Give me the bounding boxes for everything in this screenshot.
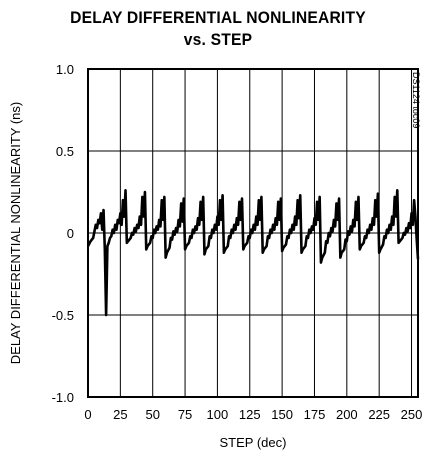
x-tick-label: 100 — [207, 407, 229, 422]
chart-title-line2: vs. STEP — [183, 30, 253, 49]
x-tick-label: 175 — [304, 407, 326, 422]
x-axis-label: STEP (dec) — [220, 435, 287, 450]
y-axis-label: DELAY DIFFERENTIAL NONLINEARITY (ns) — [8, 102, 23, 364]
x-tick-label: 125 — [239, 407, 261, 422]
x-tick-label: 200 — [336, 407, 358, 422]
x-tick-label: 25 — [113, 407, 127, 422]
x-tick-label: 225 — [368, 407, 390, 422]
x-tick-label: 250 — [401, 407, 423, 422]
y-tick-label: 0.5 — [56, 144, 74, 159]
y-tick-label: 1.0 — [56, 62, 74, 77]
grid-lines — [88, 69, 418, 397]
x-tick-label: 0 — [84, 407, 91, 422]
plot-frame — [87, 68, 419, 398]
x-tick-label: 150 — [271, 407, 293, 422]
series-line — [86, 189, 420, 317]
chart-title-line1: DELAY DIFFERENTIAL NONLINEARITY — [70, 8, 366, 27]
y-tick-labels: 1.0 0.5 0 -0.5 -1.0 — [52, 62, 74, 405]
x-tick-label: 75 — [178, 407, 192, 422]
y-tick-label: 0 — [67, 226, 74, 241]
x-tick-labels: 0 25 50 75 100 125 150 175 200 225 250 — [84, 407, 422, 422]
y-tick-label: -1.0 — [52, 390, 74, 405]
y-tick-label: -0.5 — [52, 308, 74, 323]
x-tick-label: 50 — [145, 407, 159, 422]
data-series — [86, 189, 420, 317]
figure-tag: DS1124 toc09 — [411, 72, 421, 128]
